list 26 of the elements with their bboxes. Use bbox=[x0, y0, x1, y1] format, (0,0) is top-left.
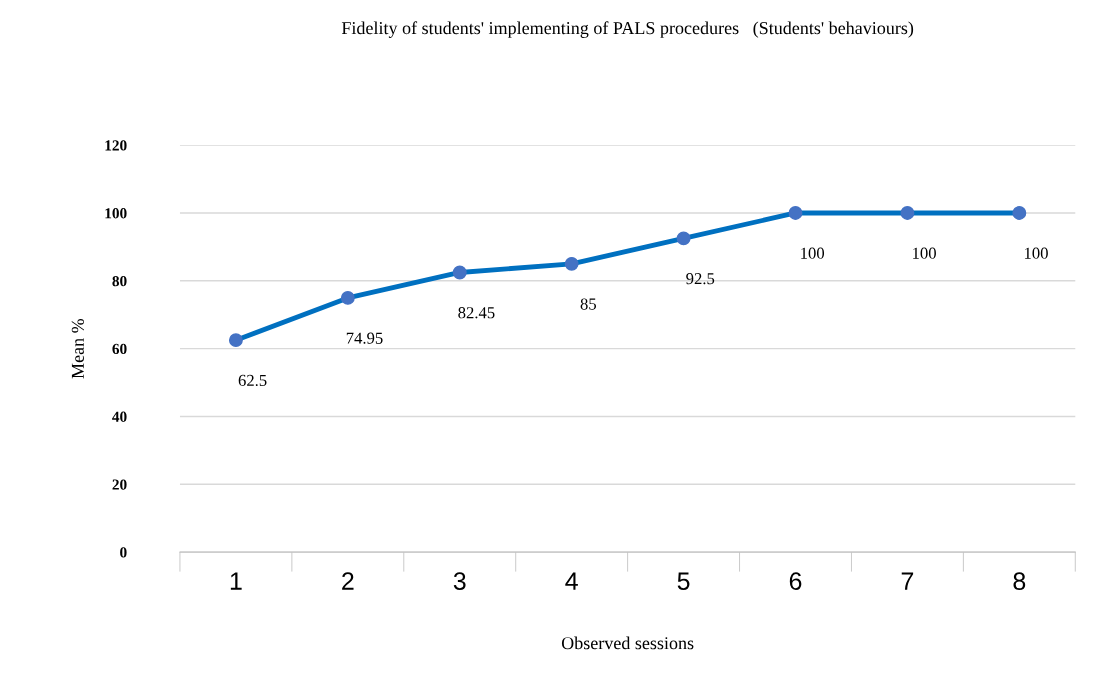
data-label: 100 bbox=[913, 247, 936, 259]
y-tick-label: 0 bbox=[120, 547, 127, 558]
x-tick-label: 5 bbox=[677, 572, 690, 590]
data-label: 92.5 bbox=[686, 273, 715, 285]
chart-title: Fidelity of students' implementing of PALS procedures (Students' behaviours) bbox=[341, 21, 914, 38]
x-axis-title: Observed sessions bbox=[561, 636, 694, 650]
y-tick-label: 100 bbox=[105, 208, 127, 219]
x-tick-label: 6 bbox=[789, 572, 802, 590]
x-tick-label: 1 bbox=[230, 572, 242, 590]
x-tick-label: 8 bbox=[1013, 572, 1026, 590]
data-label: 82.45 bbox=[458, 307, 495, 319]
data-label: 85 bbox=[580, 298, 597, 310]
x-tick-label: 2 bbox=[342, 572, 354, 590]
x-tick-label: 3 bbox=[453, 572, 466, 590]
data-label: 62.5 bbox=[238, 374, 267, 387]
y-tick-label: 80 bbox=[112, 275, 127, 287]
y-axis-title: Mean % bbox=[71, 318, 84, 379]
data-label: 100 bbox=[1024, 247, 1048, 259]
y-tick-label: 40 bbox=[112, 411, 127, 422]
data-label: 74.95 bbox=[346, 332, 383, 344]
y-tick-label: 60 bbox=[112, 343, 127, 355]
y-tick-label: 120 bbox=[105, 140, 127, 151]
y-tick-label: 20 bbox=[112, 479, 127, 490]
x-tick-label: 7 bbox=[901, 572, 914, 590]
data-label: 100 bbox=[801, 247, 825, 259]
x-tick-label: 4 bbox=[565, 572, 578, 590]
